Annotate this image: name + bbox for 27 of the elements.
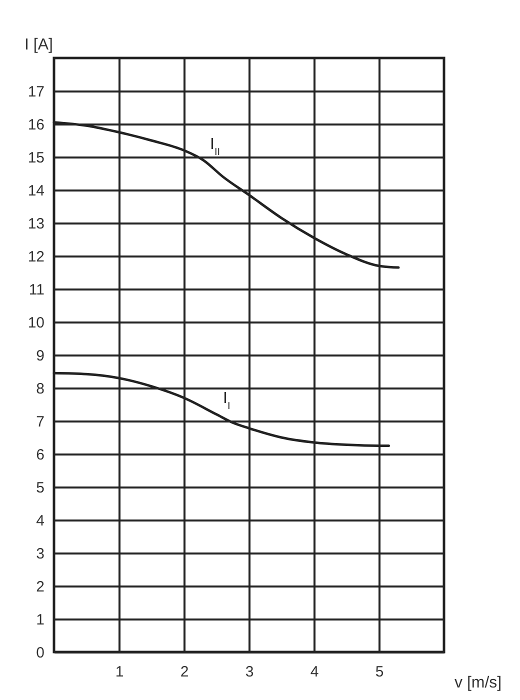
y-tick-label: 9 — [36, 348, 44, 364]
x-tick-label: 5 — [375, 664, 384, 680]
y-tick-label: 15 — [28, 150, 44, 166]
y-tick-label: 17 — [28, 84, 44, 100]
y-tick-label: 12 — [28, 248, 44, 266]
y-tick-label: 2 — [36, 578, 44, 596]
y-axis-title: I [A] — [24, 36, 53, 54]
x-tick-label: 1 — [115, 664, 124, 680]
y-tick-label: 6 — [36, 446, 44, 464]
y-tick-label: 16 — [28, 116, 44, 134]
x-tick-label: 4 — [310, 664, 319, 680]
y-tick-label: 1 — [36, 612, 44, 628]
y-tick-label: 5 — [36, 480, 44, 496]
y-tick-label: 10 — [28, 314, 44, 332]
series-label: I$_{I}$ — [223, 390, 230, 412]
series-label: I$_{II}$ — [210, 136, 220, 158]
y-tick-label: 4 — [36, 512, 44, 530]
y-tick-label: 14 — [28, 182, 44, 200]
x-tick-label: 2 — [180, 664, 189, 680]
x-axis-title: v [m/s] — [454, 674, 502, 692]
y-tick-label: 13 — [28, 216, 44, 232]
y-tick-label: 8 — [36, 380, 44, 398]
y-tick-label: 7 — [36, 414, 44, 430]
y-tick-label: 11 — [28, 282, 44, 298]
x-tick-label: 3 — [245, 664, 254, 680]
y-tick-label: 3 — [36, 546, 44, 562]
y-tick-label: 0 — [36, 644, 44, 662]
